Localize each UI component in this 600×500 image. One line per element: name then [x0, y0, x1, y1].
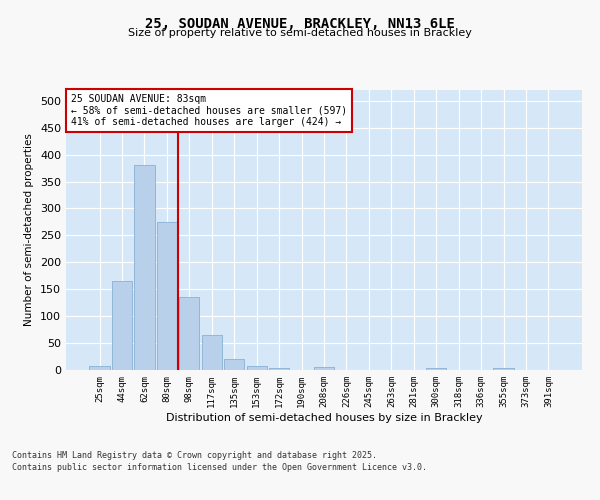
Bar [89, 366, 110, 370]
Text: 25, SOUDAN AVENUE, BRACKLEY, NN13 6LE: 25, SOUDAN AVENUE, BRACKLEY, NN13 6LE [145, 18, 455, 32]
Bar [157, 222, 177, 370]
Bar [224, 359, 244, 370]
Text: 25 SOUDAN AVENUE: 83sqm
← 58% of semi-detached houses are smaller (597)
41% of s: 25 SOUDAN AVENUE: 83sqm ← 58% of semi-de… [71, 94, 347, 128]
Bar [247, 366, 267, 370]
Y-axis label: Number of semi-detached properties: Number of semi-detached properties [25, 134, 34, 326]
Text: Contains public sector information licensed under the Open Government Licence v3: Contains public sector information licen… [12, 463, 427, 472]
Bar [314, 368, 334, 370]
Bar [134, 166, 155, 370]
Bar [179, 298, 199, 370]
Text: Contains HM Land Registry data © Crown copyright and database right 2025.: Contains HM Land Registry data © Crown c… [12, 450, 377, 460]
Bar [269, 368, 289, 370]
Text: Size of property relative to semi-detached houses in Brackley: Size of property relative to semi-detach… [128, 28, 472, 38]
Bar [112, 281, 132, 370]
Bar [202, 335, 222, 370]
X-axis label: Distribution of semi-detached houses by size in Brackley: Distribution of semi-detached houses by … [166, 412, 482, 422]
Bar [426, 368, 446, 370]
Bar [493, 368, 514, 370]
